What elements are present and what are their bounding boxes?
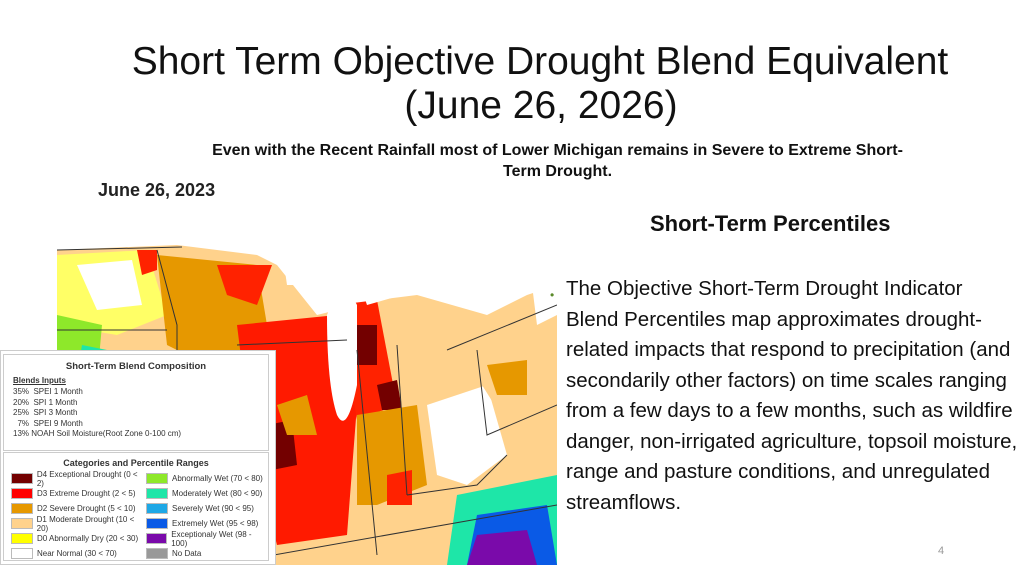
legend-label: Exceptionaly Wet (98 - 100) (171, 529, 252, 548)
inputs-heading: Blends Inputs (13, 376, 66, 385)
legend-item: Abnormally Wet (70 < 80) (146, 473, 266, 484)
categories-box: Categories and Percentile Ranges D4 Exce… (3, 452, 269, 561)
legend-item: D0 Abnormally Dry (20 < 30) (11, 533, 146, 544)
description: • The Objective Short-Term Drought Indic… (550, 274, 1020, 518)
bullet-icon: • (550, 288, 555, 302)
legend-swatch (146, 473, 168, 484)
legend-label: Abnormally Wet (70 < 80) (172, 474, 263, 483)
legend-label: Moderately Wet (80 < 90) (172, 489, 263, 498)
blend-input: 35% SPEI 1 Month (13, 387, 83, 396)
legend-item: Exceptionaly Wet (98 - 100) (146, 530, 266, 548)
legend-label: Severely Wet (90 < 95) (172, 504, 254, 513)
legend-item: Moderately Wet (80 < 90) (146, 488, 266, 499)
legend-label: D1 Moderate Drought (10 < 20) (36, 514, 135, 533)
legend-label: No Data (172, 549, 202, 558)
categories-heading: Categories and Percentile Ranges (63, 458, 209, 468)
legend-item: D1 Moderate Drought (10 < 20) (11, 515, 146, 533)
legend-swatch (11, 473, 33, 484)
legend-swatch (146, 548, 168, 559)
legend-label: D0 Abnormally Dry (20 < 30) (37, 534, 139, 543)
map-date: June 26, 2023 (98, 180, 216, 200)
slide-subtitle: Even with the Recent Rainfall most of Lo… (212, 142, 903, 180)
legend-title: Short-Term Blend Composition (65, 361, 207, 372)
legend-label: Near Normal (30 < 70) (37, 549, 117, 558)
legend-item: Severely Wet (90 < 95) (146, 503, 266, 514)
legend-item: Extremely Wet (95 < 98) (146, 518, 266, 529)
blend-input: 13% NOAH Soil Moisture(Root Zone 0-100 c… (13, 429, 182, 438)
legend-item: D4 Exceptional Drought (0 < 2) (11, 470, 146, 488)
blend-input: 25% SPI 3 Month (13, 408, 78, 417)
legend-swatch (11, 518, 33, 529)
legend-swatch (146, 488, 168, 499)
slide-title: Short Term Objective Drought Blend Equiv… (131, 40, 949, 83)
description-text: The Objective Short-Term Drought Indicat… (566, 277, 1018, 514)
legend-item: Near Normal (30 < 70) (11, 548, 146, 559)
legend-label: D3 Extreme Drought (2 < 5) (37, 489, 136, 498)
legend-swatch (146, 533, 168, 544)
legend-label: D4 Exceptional Drought (0 < 2) (36, 469, 138, 488)
legend-item: D2 Severe Drought (5 < 10) (11, 503, 146, 514)
map-legend: Short-Term Blend Composition Blends Inpu… (0, 350, 276, 565)
blend-input: 7% SPEI 9 Month (13, 418, 83, 428)
legend-swatch (11, 503, 33, 514)
blend-composition-box: Short-Term Blend Composition Blends Inpu… (3, 354, 269, 451)
page-number: 4 (938, 545, 945, 557)
legend-label: Extremely Wet (95 < 98) (172, 519, 259, 528)
legend-swatch (146, 503, 168, 514)
legend-swatch (11, 488, 33, 499)
slide-title-date: (June 26, 2026) (404, 84, 678, 127)
legend-item: D3 Extreme Drought (2 < 5) (11, 488, 146, 499)
section-heading: Short-Term Percentiles (650, 211, 891, 236)
legend-item: No Data (146, 548, 266, 559)
blend-input: 20% SPI 1 Month (13, 397, 78, 407)
legend-swatch (11, 548, 33, 559)
legend-swatch (146, 518, 168, 529)
legend-label: D2 Severe Drought (5 < 10) (37, 504, 136, 513)
legend-swatch (11, 533, 33, 544)
